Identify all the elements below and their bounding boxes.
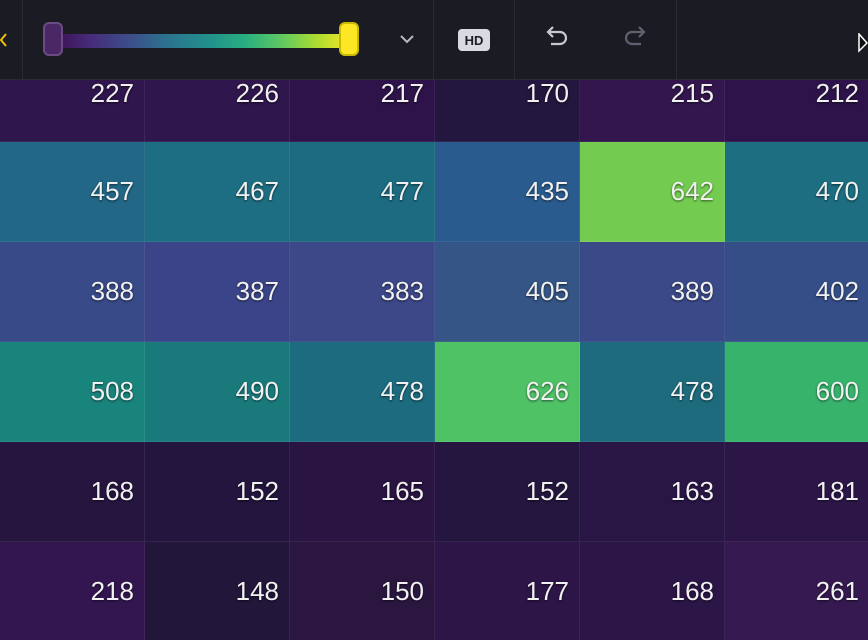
heatmap-cell[interactable]: 387: [145, 242, 290, 342]
heatmap-cell-value: 435: [525, 176, 569, 206]
heatmap-cell-value: 600: [815, 376, 859, 406]
heatmap-cell-value: 402: [815, 276, 859, 306]
colormap-dropdown-button[interactable]: [395, 26, 419, 54]
heatmap-cell-value: 508: [90, 376, 134, 406]
heatmap-cell[interactable]: 170: [435, 80, 580, 142]
heatmap-cell[interactable]: 470: [725, 142, 868, 242]
undo-icon: [541, 25, 571, 56]
heatmap-cell[interactable]: 152: [435, 442, 580, 542]
heatmap-cell[interactable]: 226: [145, 80, 290, 142]
toolbar: HD: [0, 0, 868, 80]
heatmap-cell[interactable]: 467: [145, 142, 290, 242]
heatmap-cell[interactable]: 642: [580, 142, 725, 242]
heatmap-cell-value: 227: [90, 80, 134, 108]
heatmap-cell[interactable]: 148: [145, 542, 290, 640]
heatmap-cell[interactable]: 435: [435, 142, 580, 242]
heatmap-cell-value: 457: [90, 176, 134, 206]
heatmap-cell-value: 170: [525, 80, 569, 108]
heatmap-cell[interactable]: 457: [0, 142, 145, 242]
heatmap-cell[interactable]: 215: [580, 80, 725, 142]
colormap-gradient-fill: [53, 34, 353, 48]
heatmap-cell-value: 389: [670, 276, 714, 306]
heatmap-cell[interactable]: 152: [145, 442, 290, 542]
heatmap-cell[interactable]: 177: [435, 542, 580, 640]
heatmap-cell-value: 177: [525, 576, 569, 606]
heatmap-cell-value: 150: [380, 576, 424, 606]
heatmap-cell[interactable]: 389: [580, 242, 725, 342]
heatmap-cell[interactable]: 181: [725, 442, 868, 542]
heatmap-cell-value: 478: [380, 376, 424, 406]
heatmap-cell-value: 168: [90, 476, 134, 506]
colormap-gradient-track[interactable]: [53, 34, 353, 48]
hd-toggle-button[interactable]: HD: [458, 29, 490, 51]
heatmap-cell-value: 626: [525, 376, 569, 406]
heatmap-cell-value: 163: [670, 476, 714, 506]
heatmap-cell[interactable]: 227: [0, 80, 145, 142]
heatmap-cell[interactable]: 383: [290, 242, 435, 342]
heatmap-cell[interactable]: 217: [290, 80, 435, 142]
heatmap-cell-value: 478: [670, 376, 714, 406]
heatmap-cell-value: 181: [815, 476, 859, 506]
heatmap-cell-value: 165: [380, 476, 424, 506]
heatmap-cell-value: 168: [670, 576, 714, 606]
heatmap-cell-value: 490: [235, 376, 279, 406]
heatmap-cell-value: 218: [90, 576, 134, 606]
heatmap-cell-value: 642: [670, 176, 714, 206]
heatmap-cell[interactable]: 163: [580, 442, 725, 542]
heatmap-cell[interactable]: 477: [290, 142, 435, 242]
heatmap-cell-value: 226: [235, 80, 279, 108]
heatmap-cell-value: 387: [235, 276, 279, 306]
heatmap-cell[interactable]: 168: [0, 442, 145, 542]
heatmap-cell[interactable]: 388: [0, 242, 145, 342]
heatmap-cell[interactable]: 405: [435, 242, 580, 342]
heatmap-cell[interactable]: 261: [725, 542, 868, 640]
scroll-left-arrow-icon[interactable]: [0, 32, 8, 48]
heatmap-cell[interactable]: 626: [435, 342, 580, 442]
heatmap-cell[interactable]: 402: [725, 242, 868, 342]
heatmap-cell-value: 261: [815, 576, 859, 606]
heatmap-cell-value: 470: [815, 176, 859, 206]
heatmap-cell-value: 383: [380, 276, 424, 306]
heatmap-cell-value: 152: [525, 476, 569, 506]
heatmap-cell-value: 212: [815, 80, 859, 108]
redo-button[interactable]: [619, 24, 653, 56]
heatmap-grid: 227 226 217 170 215 212 457 467 477 435 642 470 388 3…: [0, 80, 868, 640]
heatmap-cell[interactable]: 490: [145, 342, 290, 442]
heatmap-cell-value: 405: [525, 276, 569, 306]
heatmap-cell[interactable]: 150: [290, 542, 435, 640]
toolbar-divider: [514, 0, 515, 79]
heatmap-cell[interactable]: 212: [725, 80, 868, 142]
heatmap-cell-value: 152: [235, 476, 279, 506]
colormap-range-slider[interactable]: [22, 0, 434, 79]
heatmap-cell-value: 477: [380, 176, 424, 206]
heatmap-cell[interactable]: 478: [580, 342, 725, 442]
heatmap-cell-value: 215: [670, 80, 714, 108]
redo-icon: [621, 25, 651, 56]
heatmap-cell-value: 148: [235, 576, 279, 606]
heatmap-cell[interactable]: 165: [290, 442, 435, 542]
chevron-down-icon: [399, 31, 415, 49]
heatmap-cell-value: 217: [380, 80, 424, 108]
toolbar-divider: [676, 0, 677, 79]
range-max-handle[interactable]: [339, 22, 359, 56]
heatmap-cell[interactable]: 478: [290, 342, 435, 442]
heatmap-cell[interactable]: 600: [725, 342, 868, 442]
cursor-pointer-icon: [858, 32, 868, 59]
heatmap-cell-value: 388: [90, 276, 134, 306]
heatmap-cell[interactable]: 508: [0, 342, 145, 442]
range-min-handle[interactable]: [43, 22, 63, 56]
heatmap-cell[interactable]: 218: [0, 542, 145, 640]
heatmap-cell[interactable]: 168: [580, 542, 725, 640]
undo-button[interactable]: [539, 24, 573, 56]
heatmap-cell-value: 467: [235, 176, 279, 206]
